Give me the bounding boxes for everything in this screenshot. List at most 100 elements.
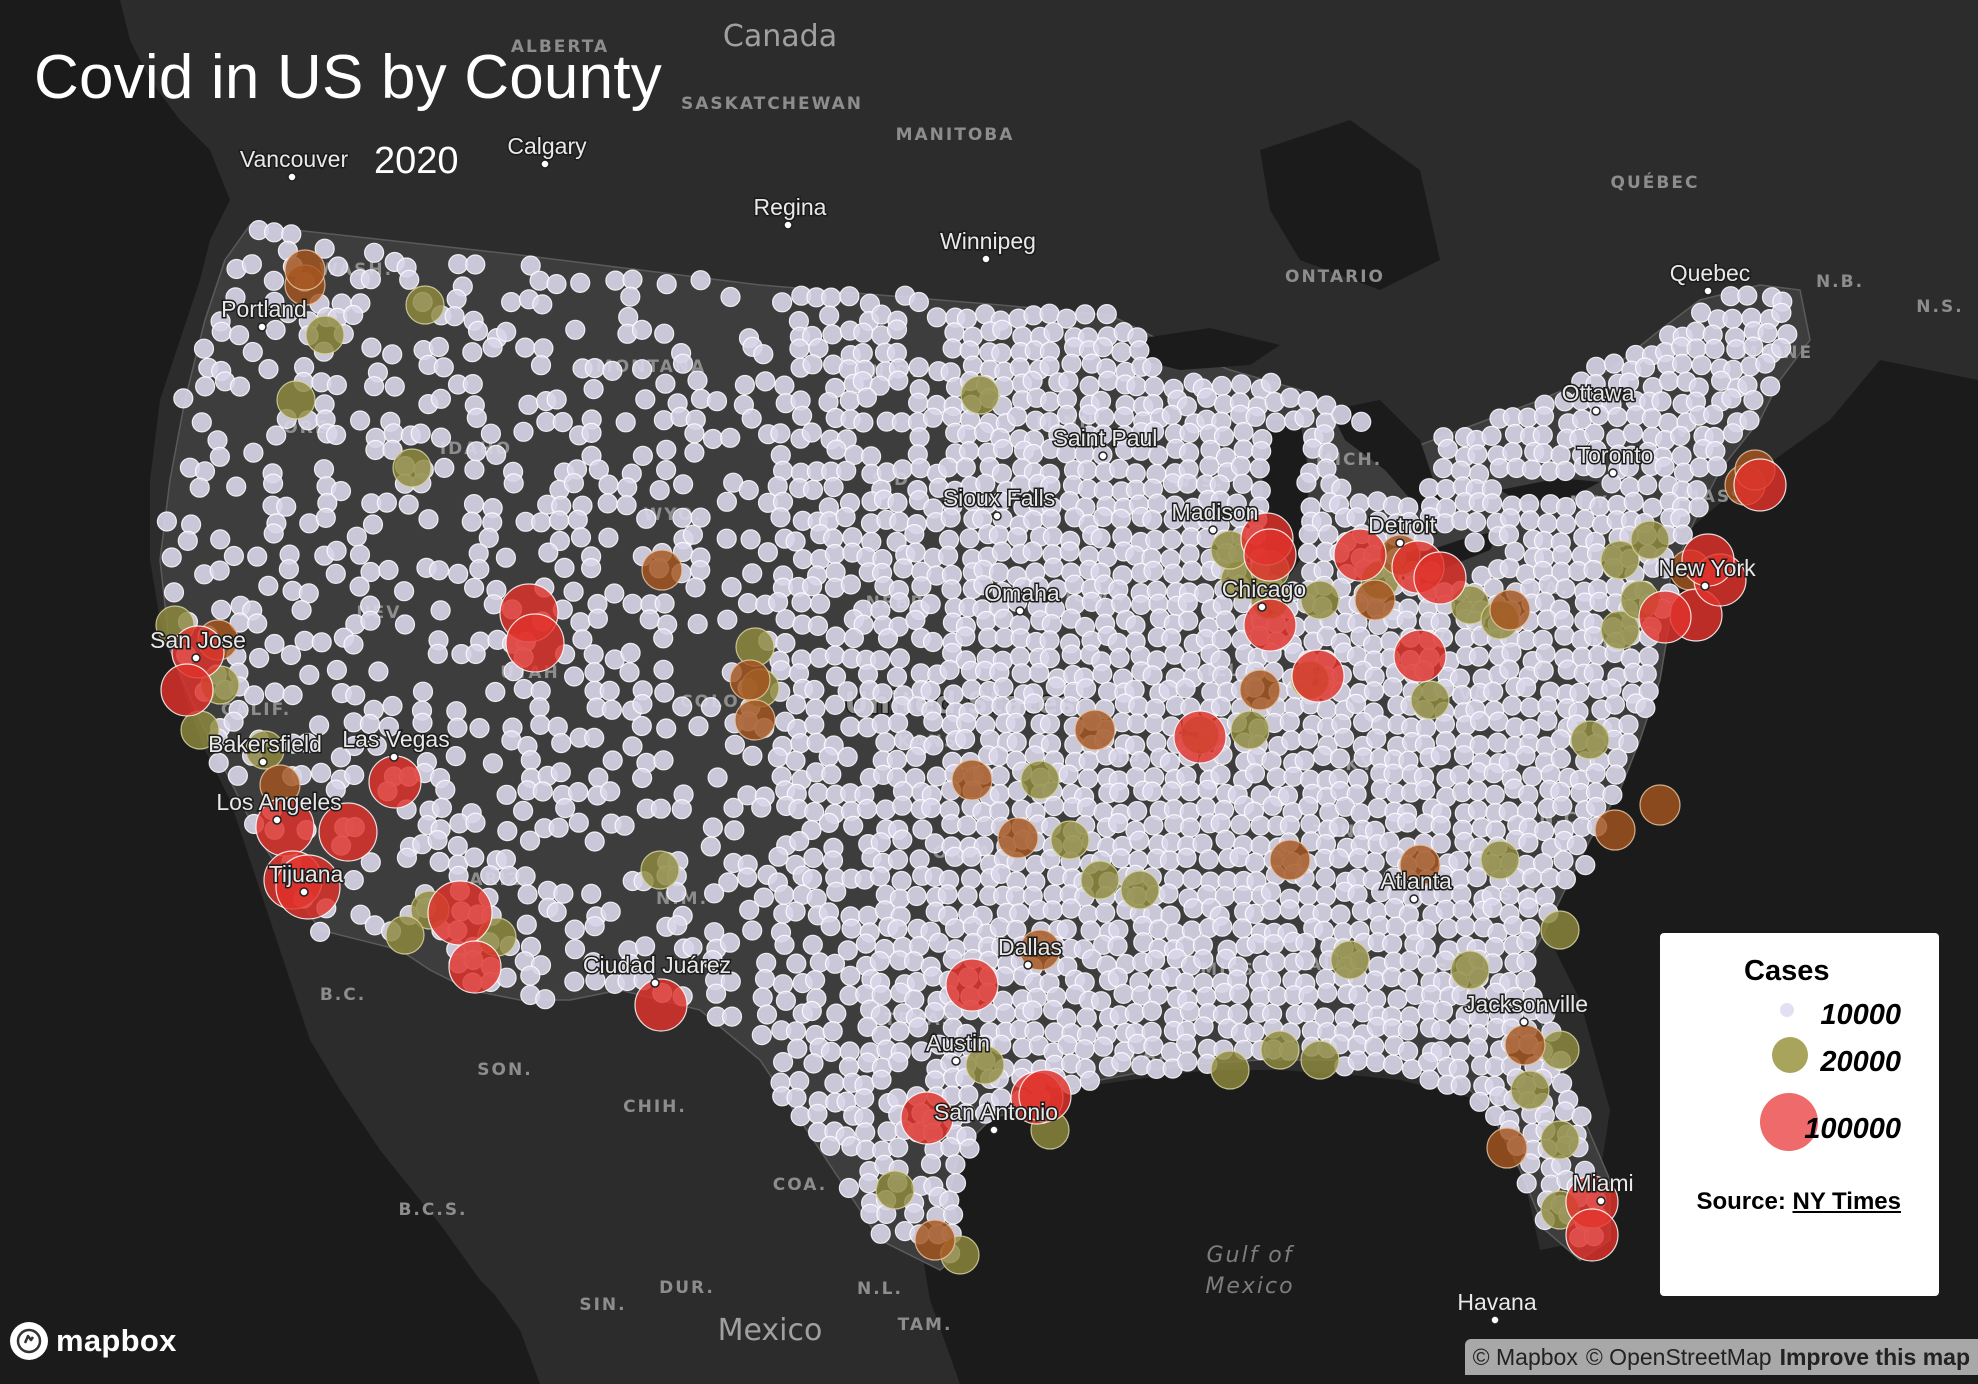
county-circle[interactable] (552, 412, 573, 433)
county-circle[interactable] (1399, 511, 1420, 533)
county-circle[interactable] (785, 694, 807, 715)
county-circle[interactable] (362, 514, 384, 535)
county-circle[interactable] (1058, 764, 1079, 785)
county-circle[interactable] (1181, 560, 1203, 581)
county-circle[interactable] (520, 750, 541, 771)
county-circle[interactable] (410, 423, 431, 444)
county-circle[interactable] (1555, 869, 1577, 890)
county-circle[interactable] (518, 394, 539, 415)
county-circle[interactable] (700, 696, 722, 718)
county-circle[interactable] (418, 509, 439, 530)
county-circle[interactable] (580, 557, 602, 579)
county-circle[interactable] (532, 294, 553, 315)
county-circle[interactable] (989, 765, 1010, 786)
county-circle[interactable] (1333, 528, 1387, 582)
county-circle[interactable] (785, 531, 806, 552)
county-circle[interactable] (838, 1177, 860, 1199)
county-circle[interactable] (854, 1088, 875, 1109)
county-circle[interactable] (350, 410, 371, 431)
county-circle[interactable] (1056, 404, 1078, 425)
county-circle[interactable] (249, 647, 270, 669)
county-circle[interactable] (343, 869, 364, 891)
county-circle[interactable] (1347, 1050, 1368, 1071)
county-circle[interactable] (1555, 460, 1576, 482)
county-circle[interactable] (258, 359, 279, 380)
county-circle[interactable] (924, 833, 946, 854)
county-circle[interactable] (905, 609, 926, 631)
county-circle[interactable] (1533, 530, 1555, 552)
county-circle[interactable] (1498, 524, 1520, 545)
county-circle[interactable] (887, 712, 909, 734)
county-circle[interactable] (1260, 881, 1282, 903)
county-circle[interactable] (1501, 695, 1523, 716)
county-circle[interactable] (945, 958, 999, 1012)
county-circle[interactable] (1618, 372, 1640, 393)
county-circle[interactable] (1130, 594, 1152, 616)
county-circle[interactable] (1704, 338, 1725, 359)
county-circle[interactable] (819, 305, 840, 326)
county-circle[interactable] (1249, 458, 1270, 479)
county-circle[interactable] (512, 800, 534, 822)
county-circle[interactable] (1672, 524, 1693, 545)
county-circle[interactable] (752, 987, 773, 1008)
county-circle[interactable] (195, 376, 216, 397)
county-circle[interactable] (1113, 406, 1135, 427)
county-circle[interactable] (617, 477, 638, 498)
county-circle[interactable] (378, 716, 399, 737)
county-circle[interactable] (1265, 412, 1286, 433)
county-circle[interactable] (1363, 681, 1385, 702)
county-circle[interactable] (530, 714, 551, 736)
county-circle[interactable] (690, 270, 711, 291)
county-circle[interactable] (911, 576, 932, 597)
county-circle[interactable] (631, 767, 653, 789)
county-circle[interactable] (640, 850, 680, 890)
county-circle[interactable] (945, 1154, 966, 1175)
county-circle[interactable] (276, 496, 297, 517)
county-circle[interactable] (1124, 1002, 1145, 1024)
county-circle[interactable] (1297, 542, 1319, 564)
county-circle[interactable] (244, 685, 265, 706)
county-circle[interactable] (650, 798, 672, 819)
county-circle[interactable] (791, 405, 813, 426)
county-circle[interactable] (1467, 444, 1488, 465)
county-circle[interactable] (620, 286, 641, 307)
county-circle[interactable] (1009, 903, 1030, 924)
county-circle[interactable] (315, 507, 336, 529)
county-circle[interactable] (1173, 710, 1227, 764)
county-circle[interactable] (555, 797, 576, 819)
county-circle[interactable] (1555, 497, 1577, 518)
county-circle[interactable] (1437, 438, 1458, 460)
county-circle[interactable] (311, 762, 332, 784)
county-circle[interactable] (191, 412, 212, 433)
county-circle[interactable] (570, 272, 591, 293)
county-circle[interactable] (1044, 795, 1065, 817)
county-circle[interactable] (1093, 506, 1114, 528)
county-circle[interactable] (1469, 710, 1491, 732)
county-circle[interactable] (1486, 1127, 1528, 1169)
county-circle[interactable] (671, 799, 692, 820)
county-circle[interactable] (1210, 764, 1231, 785)
county-circle[interactable] (840, 965, 861, 986)
county-circle[interactable] (870, 1223, 891, 1244)
county-circle[interactable] (1215, 829, 1236, 851)
county-circle[interactable] (1487, 732, 1508, 753)
county-circle[interactable] (1449, 765, 1470, 786)
county-circle[interactable] (1300, 1040, 1340, 1080)
county-circle[interactable] (1535, 1003, 1556, 1025)
county-circle[interactable] (723, 797, 744, 819)
county-circle[interactable] (1163, 563, 1184, 584)
county-circle[interactable] (1023, 693, 1045, 714)
county-circle[interactable] (853, 322, 874, 343)
county-circle[interactable] (278, 303, 299, 324)
county-circle[interactable] (465, 812, 486, 833)
county-circle[interactable] (1430, 833, 1451, 854)
county-circle[interactable] (1550, 729, 1571, 750)
county-circle[interactable] (1111, 1051, 1132, 1073)
county-circle[interactable] (1535, 643, 1556, 664)
county-circle[interactable] (361, 337, 382, 358)
county-circle[interactable] (427, 880, 493, 946)
county-circle[interactable] (923, 735, 944, 756)
county-circle[interactable] (921, 797, 942, 819)
county-circle[interactable] (772, 974, 794, 995)
county-circle[interactable] (469, 559, 490, 580)
